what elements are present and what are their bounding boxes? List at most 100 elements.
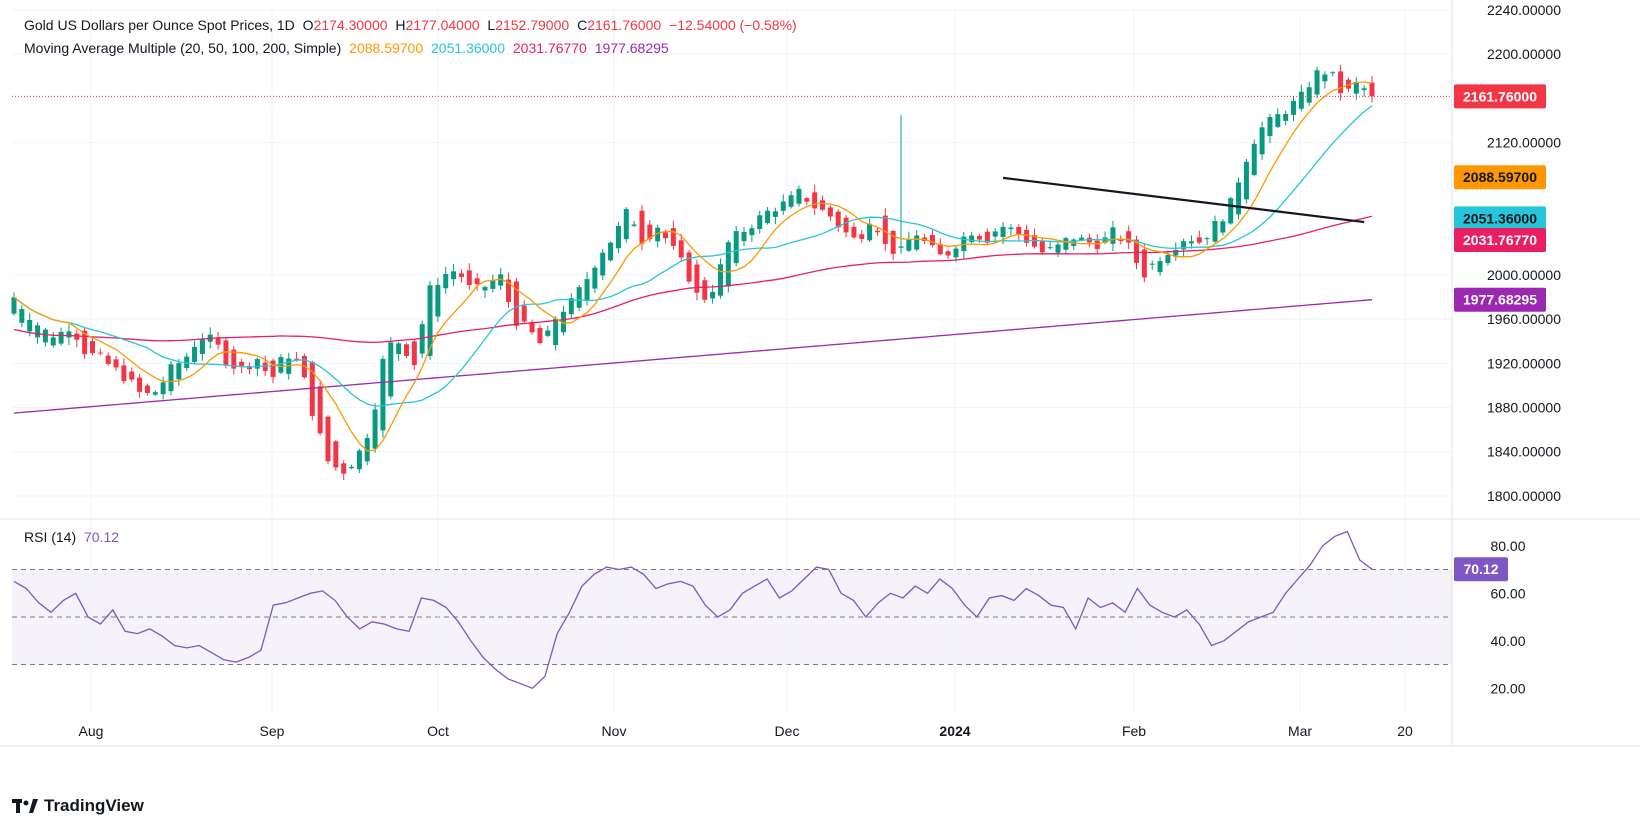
candle-body	[1330, 72, 1336, 74]
candle-body	[882, 215, 888, 245]
candle-body	[1353, 81, 1359, 94]
rsi-value-label	[1454, 557, 1508, 582]
candle-body	[1016, 226, 1022, 235]
candle-body	[451, 271, 457, 280]
candle-body	[474, 278, 480, 284]
candle-body	[89, 341, 95, 354]
price-legend: Gold US Dollars per Ounce Spot Prices, 1…	[24, 17, 801, 33]
ma-legend-title: Moving Average Multiple (20, 50, 100, 20…	[24, 40, 342, 56]
candle-body	[199, 339, 205, 354]
time-tick-label: Nov	[602, 723, 627, 739]
candle-body	[537, 327, 543, 344]
candle-body	[1275, 114, 1281, 127]
candle-body	[1047, 247, 1053, 249]
candle-body	[239, 361, 245, 366]
candle-body	[937, 244, 943, 255]
candle-body	[835, 211, 841, 228]
candle-body	[1220, 221, 1226, 233]
price-label-ma200	[1454, 287, 1546, 312]
candle-body	[333, 441, 339, 468]
candle-body	[1126, 231, 1132, 243]
candle-body	[772, 211, 778, 217]
candle-body	[568, 298, 574, 315]
tradingview-brand[interactable]: TradingView	[12, 796, 144, 816]
candle-body	[58, 331, 64, 344]
ma100-value: 2031.76770	[512, 40, 587, 56]
price-tick-label: 2200.00000	[1487, 46, 1561, 62]
rsi-tick-label: 20.00	[1490, 680, 1525, 696]
candle-body	[890, 230, 896, 254]
candle-body	[1110, 227, 1116, 244]
candle-body	[1141, 249, 1147, 278]
candle-body	[152, 392, 158, 395]
candle-body	[388, 342, 394, 397]
candle-body	[380, 358, 386, 431]
price-tick-label: 1880.00000	[1487, 400, 1561, 416]
candle-body	[592, 267, 598, 289]
candle-body	[403, 344, 409, 356]
candle-body	[66, 331, 72, 338]
candle-body	[670, 228, 676, 246]
candle-body	[294, 358, 300, 360]
candle-body	[27, 319, 33, 332]
low-label: L	[487, 17, 496, 33]
rsi-legend-title: RSI (14)	[24, 529, 77, 545]
candle-body	[482, 287, 488, 291]
candle-body	[192, 346, 198, 362]
candle-body	[223, 340, 229, 365]
candle-body	[725, 242, 731, 287]
candle-body	[1236, 182, 1242, 215]
candle-body	[309, 361, 315, 416]
rsi-tick-label: 80.00	[1490, 538, 1525, 554]
candle-body	[874, 230, 880, 233]
candle-body	[1267, 117, 1273, 137]
candle-body	[1149, 263, 1155, 265]
candle-body	[663, 232, 669, 239]
candle-body	[1291, 100, 1297, 115]
time-tick-label: 2024	[939, 723, 970, 739]
candle-body	[741, 231, 747, 242]
price-label-text-ma200: 1977.68295	[1463, 292, 1537, 308]
candle-body	[812, 192, 818, 209]
candle-body	[521, 305, 527, 322]
candle-body	[1008, 227, 1014, 230]
candle-body	[576, 287, 582, 308]
candle-body	[1322, 74, 1328, 82]
candle-body	[992, 231, 998, 237]
price-tick-label: 1920.00000	[1487, 355, 1561, 371]
candle-body	[608, 242, 614, 261]
ma20-line	[13, 81, 1373, 452]
candle-body	[176, 363, 182, 380]
candle-body	[19, 309, 25, 323]
candle-body	[600, 252, 606, 276]
candle-body	[144, 385, 150, 393]
candle-body	[97, 352, 103, 354]
price-tick-label: 2000.00000	[1487, 267, 1561, 283]
candle-body	[349, 466, 355, 469]
candle-body	[11, 297, 17, 314]
open-label: O	[302, 17, 314, 33]
trendline	[1002, 176, 1365, 224]
price-label-text-ma100: 2031.76770	[1463, 232, 1537, 248]
candle-body	[254, 359, 260, 369]
candle-body	[1259, 127, 1265, 155]
candle-body	[121, 365, 127, 382]
candle-body	[765, 210, 771, 223]
candle-body	[1181, 241, 1187, 250]
candle-body	[1283, 113, 1289, 121]
ma-legend: Moving Average Multiple (20, 50, 100, 20…	[24, 40, 673, 56]
candle-body	[820, 200, 826, 210]
price-label-ma100	[1454, 227, 1546, 252]
price-label-ma20	[1454, 165, 1546, 190]
candle-body	[1314, 70, 1320, 95]
ma50-line	[13, 105, 1373, 407]
candle-body	[184, 356, 190, 369]
candle-body	[757, 215, 763, 230]
candle-body	[615, 225, 621, 249]
ma100-line	[13, 215, 1373, 344]
candle-body	[710, 291, 716, 299]
rsi-legend-value: 70.12	[84, 529, 120, 545]
candle-body	[1157, 261, 1163, 273]
